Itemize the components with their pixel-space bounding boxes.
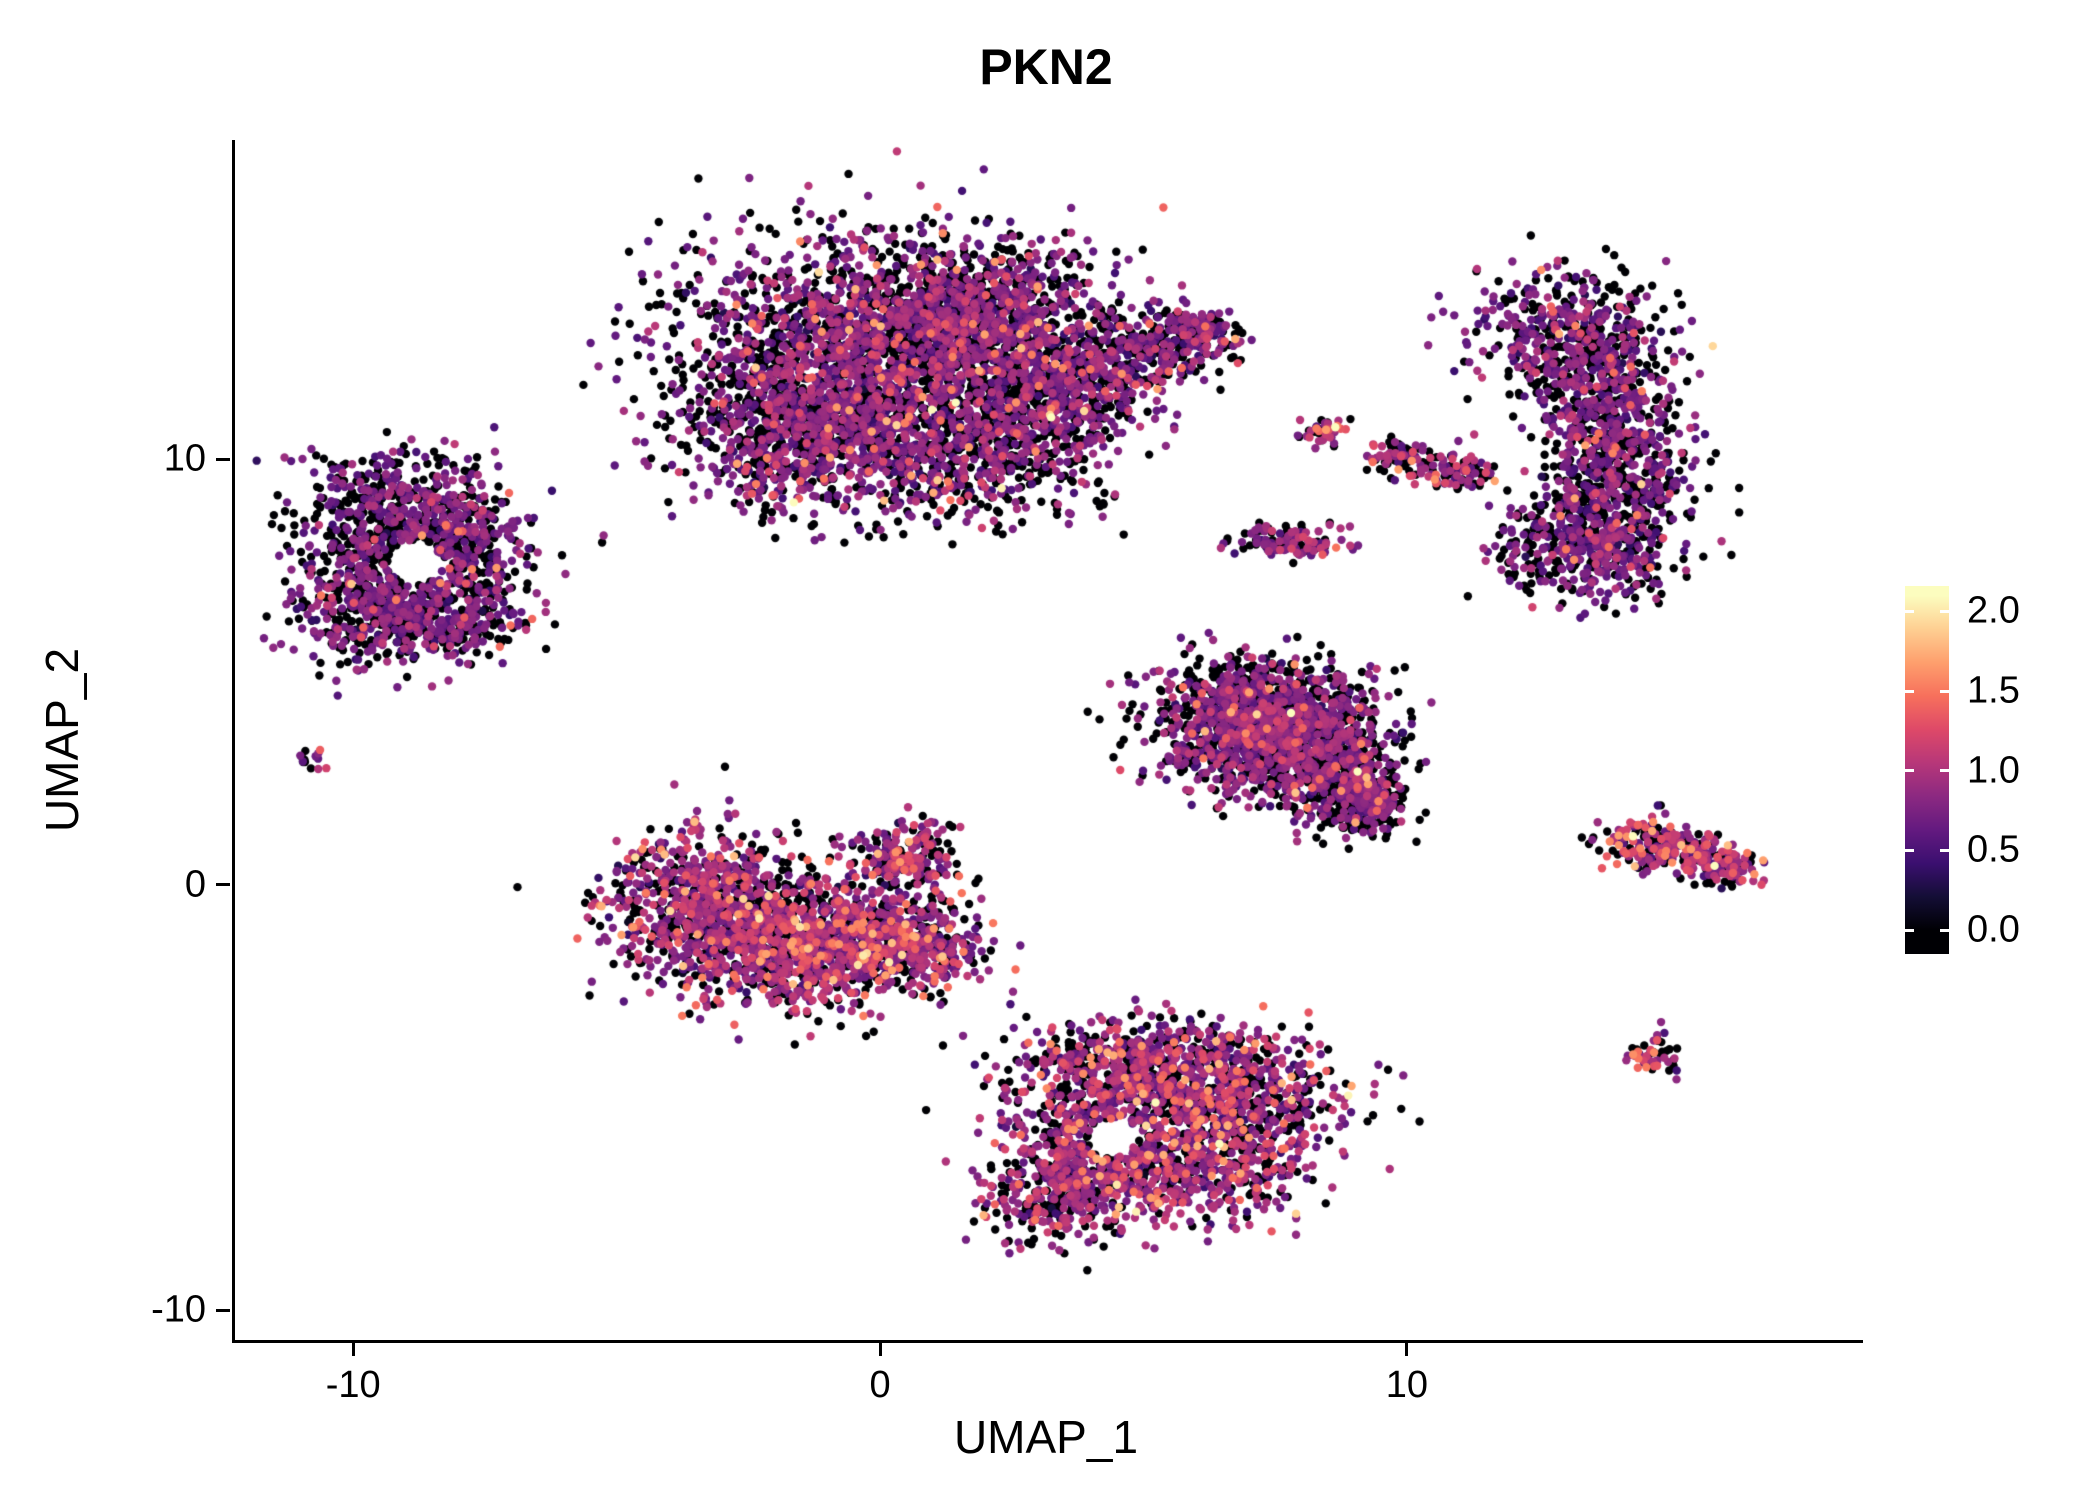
x-tick-mark (878, 1342, 882, 1356)
x-axis-label: UMAP_1 (953, 1411, 1139, 1463)
colorbar-tick-label: 0.0 (1967, 908, 2020, 951)
colorbar-tick-mark (1940, 848, 1949, 852)
colorbar-tick-mark (1940, 689, 1949, 693)
colorbar-tick-label: 0.5 (1967, 828, 2020, 871)
x-tick-label: 10 (1385, 1364, 1429, 1406)
colorbar-tick-label: 1.5 (1967, 669, 2020, 712)
colorbar-tick-label: 1.0 (1967, 749, 2020, 792)
colorbar-tick-mark (1940, 928, 1949, 932)
y-axis-label: UMAP_2 (36, 647, 88, 833)
plot-panel (232, 140, 1863, 1343)
x-tick-mark (351, 1342, 355, 1356)
colorbar-tick-mark (1905, 609, 1914, 613)
x-tick-mark (1405, 1342, 1409, 1356)
x-tick-label: 0 (869, 1364, 891, 1406)
y-tick-label: 10 (163, 437, 206, 480)
y-tick-mark (216, 457, 230, 461)
y-tick-label: -10 (151, 1288, 206, 1331)
y-tick-mark (216, 883, 230, 887)
colorbar-tick-mark (1905, 848, 1914, 852)
colorbar-tick-mark (1905, 689, 1914, 693)
x-tick-label: -10 (325, 1364, 381, 1406)
umap-scatter-canvas (235, 140, 1863, 1340)
colorbar-tick-mark (1905, 769, 1914, 773)
y-tick-label: 0 (184, 863, 206, 906)
colorbar-tick-mark (1905, 928, 1914, 932)
plot-title: PKN2 (979, 39, 1113, 95)
colorbar-tick-label: 2.0 (1967, 589, 2020, 632)
colorbar-tick-mark (1940, 769, 1949, 773)
colorbar-tick-mark (1940, 609, 1949, 613)
y-tick-mark (216, 1308, 230, 1312)
